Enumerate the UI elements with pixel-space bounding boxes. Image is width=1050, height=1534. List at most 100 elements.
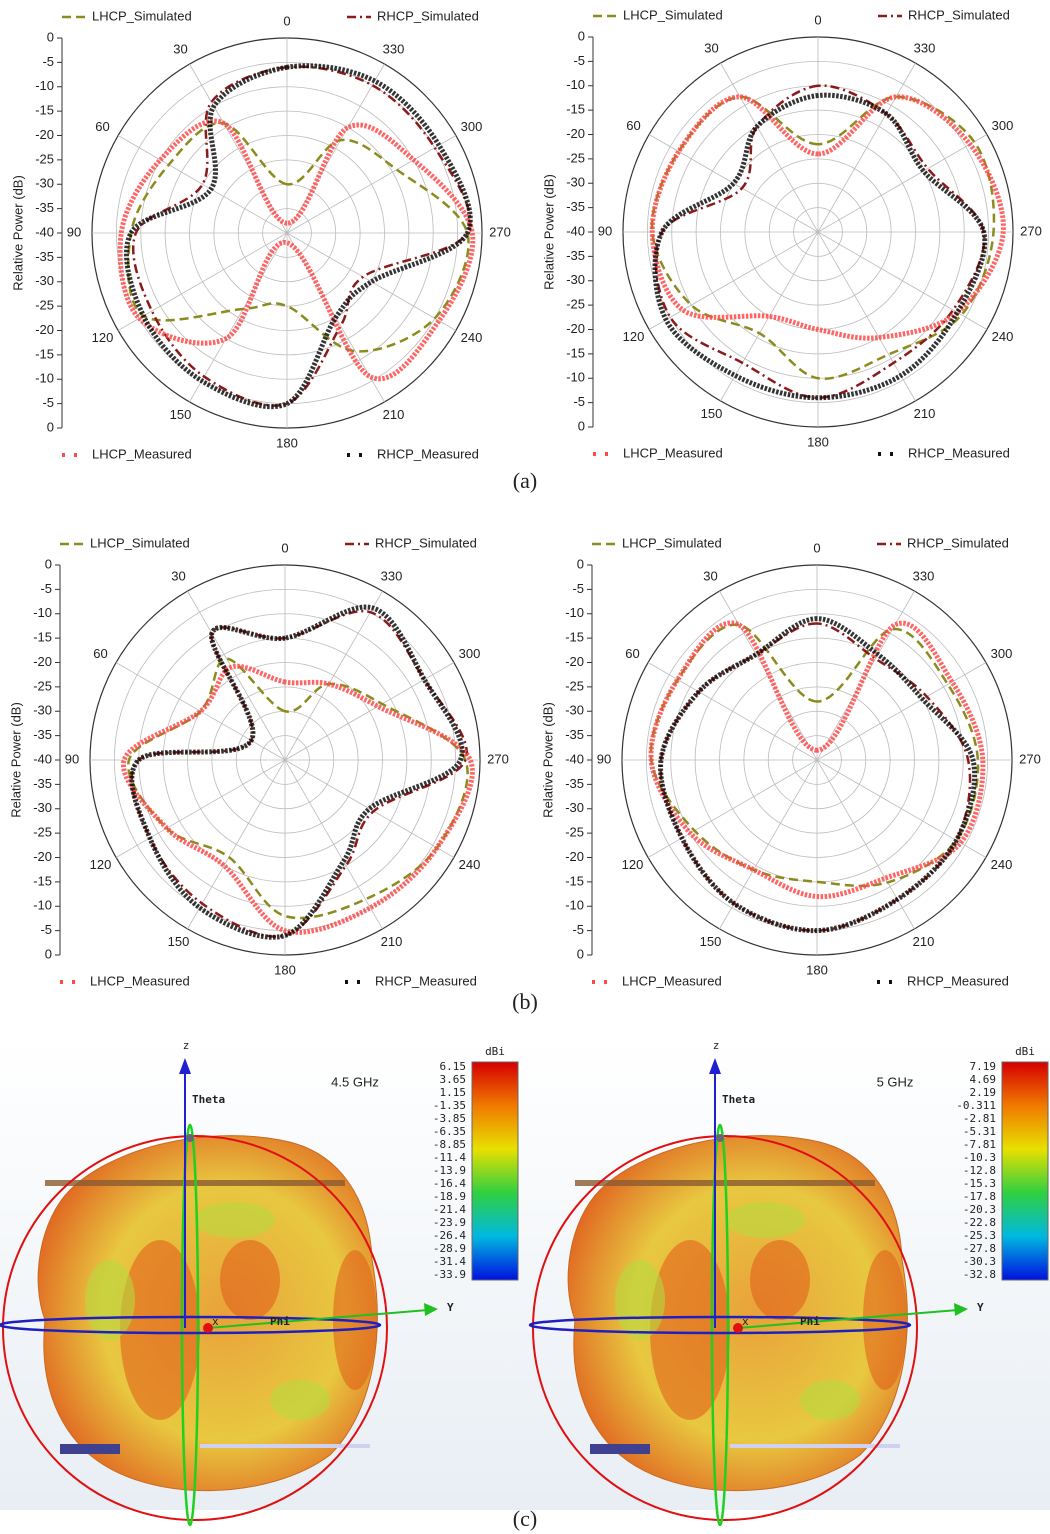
- colorbar-label: -12.8: [963, 1164, 996, 1177]
- pattern-hotspot: [220, 1240, 280, 1320]
- y-tick-label: -35: [566, 199, 585, 214]
- colorbar-label: -18.9: [433, 1190, 466, 1203]
- legend-label: RHCP_Simulated: [375, 535, 477, 550]
- y-tick-label: -20: [566, 126, 585, 141]
- angle-label: 330: [913, 569, 935, 584]
- axis-3d-label: Theta: [192, 1093, 225, 1106]
- legend-label: LHCP_Simulated: [92, 8, 192, 23]
- colorbar-label: -8.85: [433, 1138, 466, 1151]
- y-tick-label: -20: [565, 654, 584, 669]
- y-tick-label: -35: [565, 776, 584, 791]
- colorbar-label: 3.65: [440, 1073, 467, 1086]
- angle-label: 120: [622, 857, 644, 872]
- series-curve: [126, 66, 470, 407]
- y-tick-label: -15: [566, 102, 585, 117]
- series-curve: [656, 86, 985, 398]
- y-tick-label: -5: [40, 922, 52, 937]
- axis-3d-label: Y: [977, 1301, 984, 1314]
- frequency-label: 4.5 GHz: [331, 1074, 379, 1089]
- pattern-coldspot: [85, 1260, 135, 1340]
- colorbar-label: 4.69: [970, 1073, 997, 1086]
- colorbar-label: -25.3: [963, 1229, 996, 1242]
- angle-label: 0: [813, 540, 820, 555]
- y-tick-label: -25: [33, 825, 52, 840]
- angle-label: 240: [992, 329, 1014, 344]
- legend-label: RHCP_Measured: [908, 445, 1010, 460]
- axis-3d-label: x: [742, 1315, 749, 1328]
- y-tick-label: -25: [33, 678, 52, 693]
- y-tick-label: -5: [573, 394, 585, 409]
- legend-label: RHCP_Measured: [377, 446, 479, 461]
- y-tick-label: -20: [565, 849, 584, 864]
- legend-label: RHCP_Simulated: [908, 7, 1010, 22]
- legend-label: RHCP_Measured: [375, 973, 477, 988]
- y-axis-label: Relative Power (dB): [541, 174, 556, 290]
- y-tick-label: -35: [566, 248, 585, 263]
- angle-label: 180: [806, 962, 828, 977]
- axis-3d-label: Phi: [270, 1315, 290, 1328]
- angle-label: 60: [626, 118, 640, 133]
- y-axis-label: Relative Power (dB): [540, 702, 555, 818]
- y-tick-label: 0: [47, 29, 54, 44]
- legend-label: LHCP_Measured: [90, 973, 190, 988]
- frequency-label: 5 GHz: [877, 1074, 914, 1089]
- y-tick-label: -40: [566, 223, 585, 238]
- angle-label: 300: [992, 118, 1014, 133]
- y-tick-label: -10: [35, 371, 54, 386]
- legend-label: LHCP_Measured: [622, 973, 722, 988]
- y-tick-label: -10: [565, 605, 584, 620]
- grid-spoke: [285, 663, 454, 761]
- series-curve: [652, 97, 1003, 338]
- series-curve: [655, 95, 985, 398]
- angle-label: 0: [283, 13, 290, 28]
- y-tick-label: -5: [572, 922, 584, 937]
- angle-label: 270: [1019, 751, 1041, 766]
- colorbar-label: -6.35: [433, 1125, 466, 1138]
- series-curve: [661, 619, 975, 931]
- y-axis-label: Relative Power (dB): [8, 702, 23, 818]
- axis-3d-label: Y: [447, 1301, 454, 1314]
- y-tick-label: -15: [35, 103, 54, 118]
- colorbar-label: -15.3: [963, 1177, 996, 1190]
- antenna-feed: [60, 1444, 120, 1454]
- angle-label: 270: [1020, 223, 1042, 238]
- y-tick-label: -35: [35, 200, 54, 215]
- y-tick-label: -20: [35, 127, 54, 142]
- colorbar-label: -2.81: [963, 1112, 996, 1125]
- y-tick-label: -5: [573, 53, 585, 68]
- colorbar: [1002, 1062, 1048, 1280]
- angle-label: 90: [65, 751, 79, 766]
- colorbar-label: -28.9: [433, 1242, 466, 1255]
- angle-label: 150: [700, 934, 722, 949]
- y-tick-label: -15: [565, 873, 584, 888]
- angle-label: 60: [95, 119, 109, 134]
- y-tick-label: -40: [565, 751, 584, 766]
- colorbar-label: -21.4: [433, 1203, 466, 1216]
- y-tick-label: -10: [33, 605, 52, 620]
- colorbar-label: -33.9: [433, 1268, 466, 1281]
- series-curve: [661, 623, 970, 930]
- angle-label: 210: [381, 934, 403, 949]
- pattern-hotspot: [650, 1240, 730, 1420]
- y-tick-label: 0: [45, 946, 52, 961]
- angle-label: 30: [171, 569, 185, 584]
- colorbar-label: -5.31: [963, 1125, 996, 1138]
- y-tick-label: -15: [33, 873, 52, 888]
- y-tick-label: 0: [47, 419, 54, 434]
- grid-spoke: [285, 760, 454, 858]
- angle-label: 150: [701, 406, 723, 421]
- angle-label: 90: [67, 224, 81, 239]
- y-tick-label: -25: [35, 151, 54, 166]
- angle-label: 300: [991, 646, 1013, 661]
- series-curve: [128, 659, 467, 918]
- angle-label: 30: [704, 41, 718, 56]
- y-tick-label: -5: [572, 581, 584, 596]
- angle-label: 180: [274, 962, 296, 977]
- angle-label: 0: [814, 12, 821, 27]
- angle-label: 240: [461, 330, 483, 345]
- theta-dot: [716, 1134, 724, 1142]
- angle-label: 30: [703, 569, 717, 584]
- y-tick-label: -25: [566, 150, 585, 165]
- y-tick-label: 0: [45, 556, 52, 571]
- pattern-hotspot: [120, 1240, 200, 1420]
